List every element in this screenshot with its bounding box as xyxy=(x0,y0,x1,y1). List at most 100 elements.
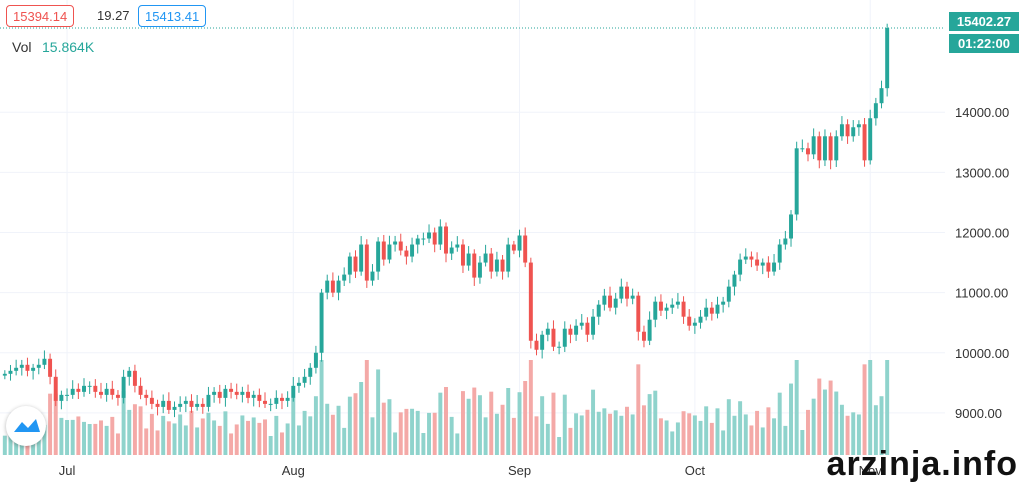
candle-body xyxy=(432,232,437,245)
volume-bar xyxy=(319,360,324,455)
candle-body xyxy=(342,274,347,281)
volume-bar xyxy=(296,425,301,455)
candle-body xyxy=(591,316,596,335)
volume-bar xyxy=(828,380,833,455)
volume-bar xyxy=(393,432,398,455)
volume-bar xyxy=(427,412,432,455)
x-tick-label: Jul xyxy=(59,463,76,478)
volume-bar xyxy=(698,420,703,455)
candle-body xyxy=(460,244,465,266)
volume-bar xyxy=(772,418,777,455)
candle-body xyxy=(851,127,856,137)
candle-body xyxy=(789,214,793,239)
candle-body xyxy=(212,391,217,395)
candle-body xyxy=(325,280,330,293)
candle-body xyxy=(376,241,381,272)
y-tick-label: 9000.00 xyxy=(955,406,1002,421)
candle-body xyxy=(630,295,635,299)
volume-bar xyxy=(82,421,86,455)
volume-bar xyxy=(87,424,92,455)
candle-body xyxy=(438,226,443,245)
candle-body xyxy=(749,256,754,260)
volume-bar xyxy=(302,410,307,455)
candle-body xyxy=(48,358,53,377)
candle-body xyxy=(234,391,239,395)
volume-bar xyxy=(477,395,482,455)
candle-body xyxy=(285,397,290,401)
volume-bar xyxy=(313,396,318,455)
y-tick-label: 14000.00 xyxy=(955,105,1009,120)
volume-bar xyxy=(2,435,7,455)
volume-bar xyxy=(325,403,330,455)
candle-body xyxy=(166,400,171,410)
candle-body xyxy=(308,367,313,377)
volume-bar xyxy=(783,425,788,455)
candle-body xyxy=(641,331,646,341)
candle-body xyxy=(59,394,64,401)
volume-bar xyxy=(127,409,132,455)
volume-bar xyxy=(579,415,584,455)
volume-bar xyxy=(806,409,810,455)
candle-body xyxy=(811,136,816,155)
candle-body xyxy=(489,253,494,272)
volume-bar xyxy=(879,396,884,455)
candle-body xyxy=(149,397,154,404)
candle-body xyxy=(839,124,844,137)
volume-bar xyxy=(364,360,369,455)
candle-body xyxy=(398,241,403,251)
volume-bar xyxy=(534,416,539,455)
candle-body xyxy=(562,328,567,347)
volume-bar xyxy=(540,396,545,455)
time-axis: Jul Aug Sep Oct Nov xyxy=(59,463,883,478)
candle-body xyxy=(625,286,629,299)
candle-body xyxy=(257,394,262,401)
candle-body xyxy=(834,136,839,161)
volume-value: 15.864K xyxy=(42,39,95,55)
candle-body xyxy=(195,403,200,407)
candle-body xyxy=(494,259,499,272)
volume-bar xyxy=(240,415,245,455)
candle-body xyxy=(370,271,375,281)
volume-bar xyxy=(178,414,183,455)
volume-bar xyxy=(613,410,618,455)
volume-bar xyxy=(568,427,573,455)
y-tick-label: 12000.00 xyxy=(955,226,1009,241)
candle-body xyxy=(885,28,890,89)
candle-body xyxy=(777,244,782,263)
volume-bar xyxy=(574,413,579,455)
candle-body xyxy=(822,136,827,161)
volume-bar xyxy=(189,410,194,455)
x-tick-label: Aug xyxy=(282,463,305,478)
volume-bar xyxy=(42,424,47,455)
candle-body xyxy=(664,307,669,311)
candle-body xyxy=(415,238,420,245)
volume-bar xyxy=(438,392,443,455)
volume-bar xyxy=(789,383,793,455)
candle-body xyxy=(528,262,533,341)
volume-bar xyxy=(777,392,782,455)
candle-body xyxy=(246,391,251,398)
candle-body xyxy=(743,256,748,260)
candle-body xyxy=(681,301,686,317)
volume-bar xyxy=(212,420,217,455)
candle-body xyxy=(76,388,81,392)
volume-bar xyxy=(53,393,58,455)
candle-body xyxy=(551,328,556,347)
volume-bar xyxy=(636,364,641,455)
volume-bar xyxy=(664,420,669,455)
candle-body xyxy=(806,148,810,155)
volume-bar xyxy=(200,418,205,455)
volume-bar xyxy=(715,408,720,455)
candle-body xyxy=(25,364,30,371)
x-tick-label: Sep xyxy=(508,463,531,478)
volume-bar xyxy=(851,412,856,455)
candle-body xyxy=(330,280,335,293)
tradingview-logo[interactable] xyxy=(6,406,46,446)
volume-bar xyxy=(251,417,256,455)
candle-body xyxy=(579,322,584,326)
candle-body xyxy=(70,388,75,395)
candle-body xyxy=(540,334,545,350)
volume-bar xyxy=(155,430,160,455)
